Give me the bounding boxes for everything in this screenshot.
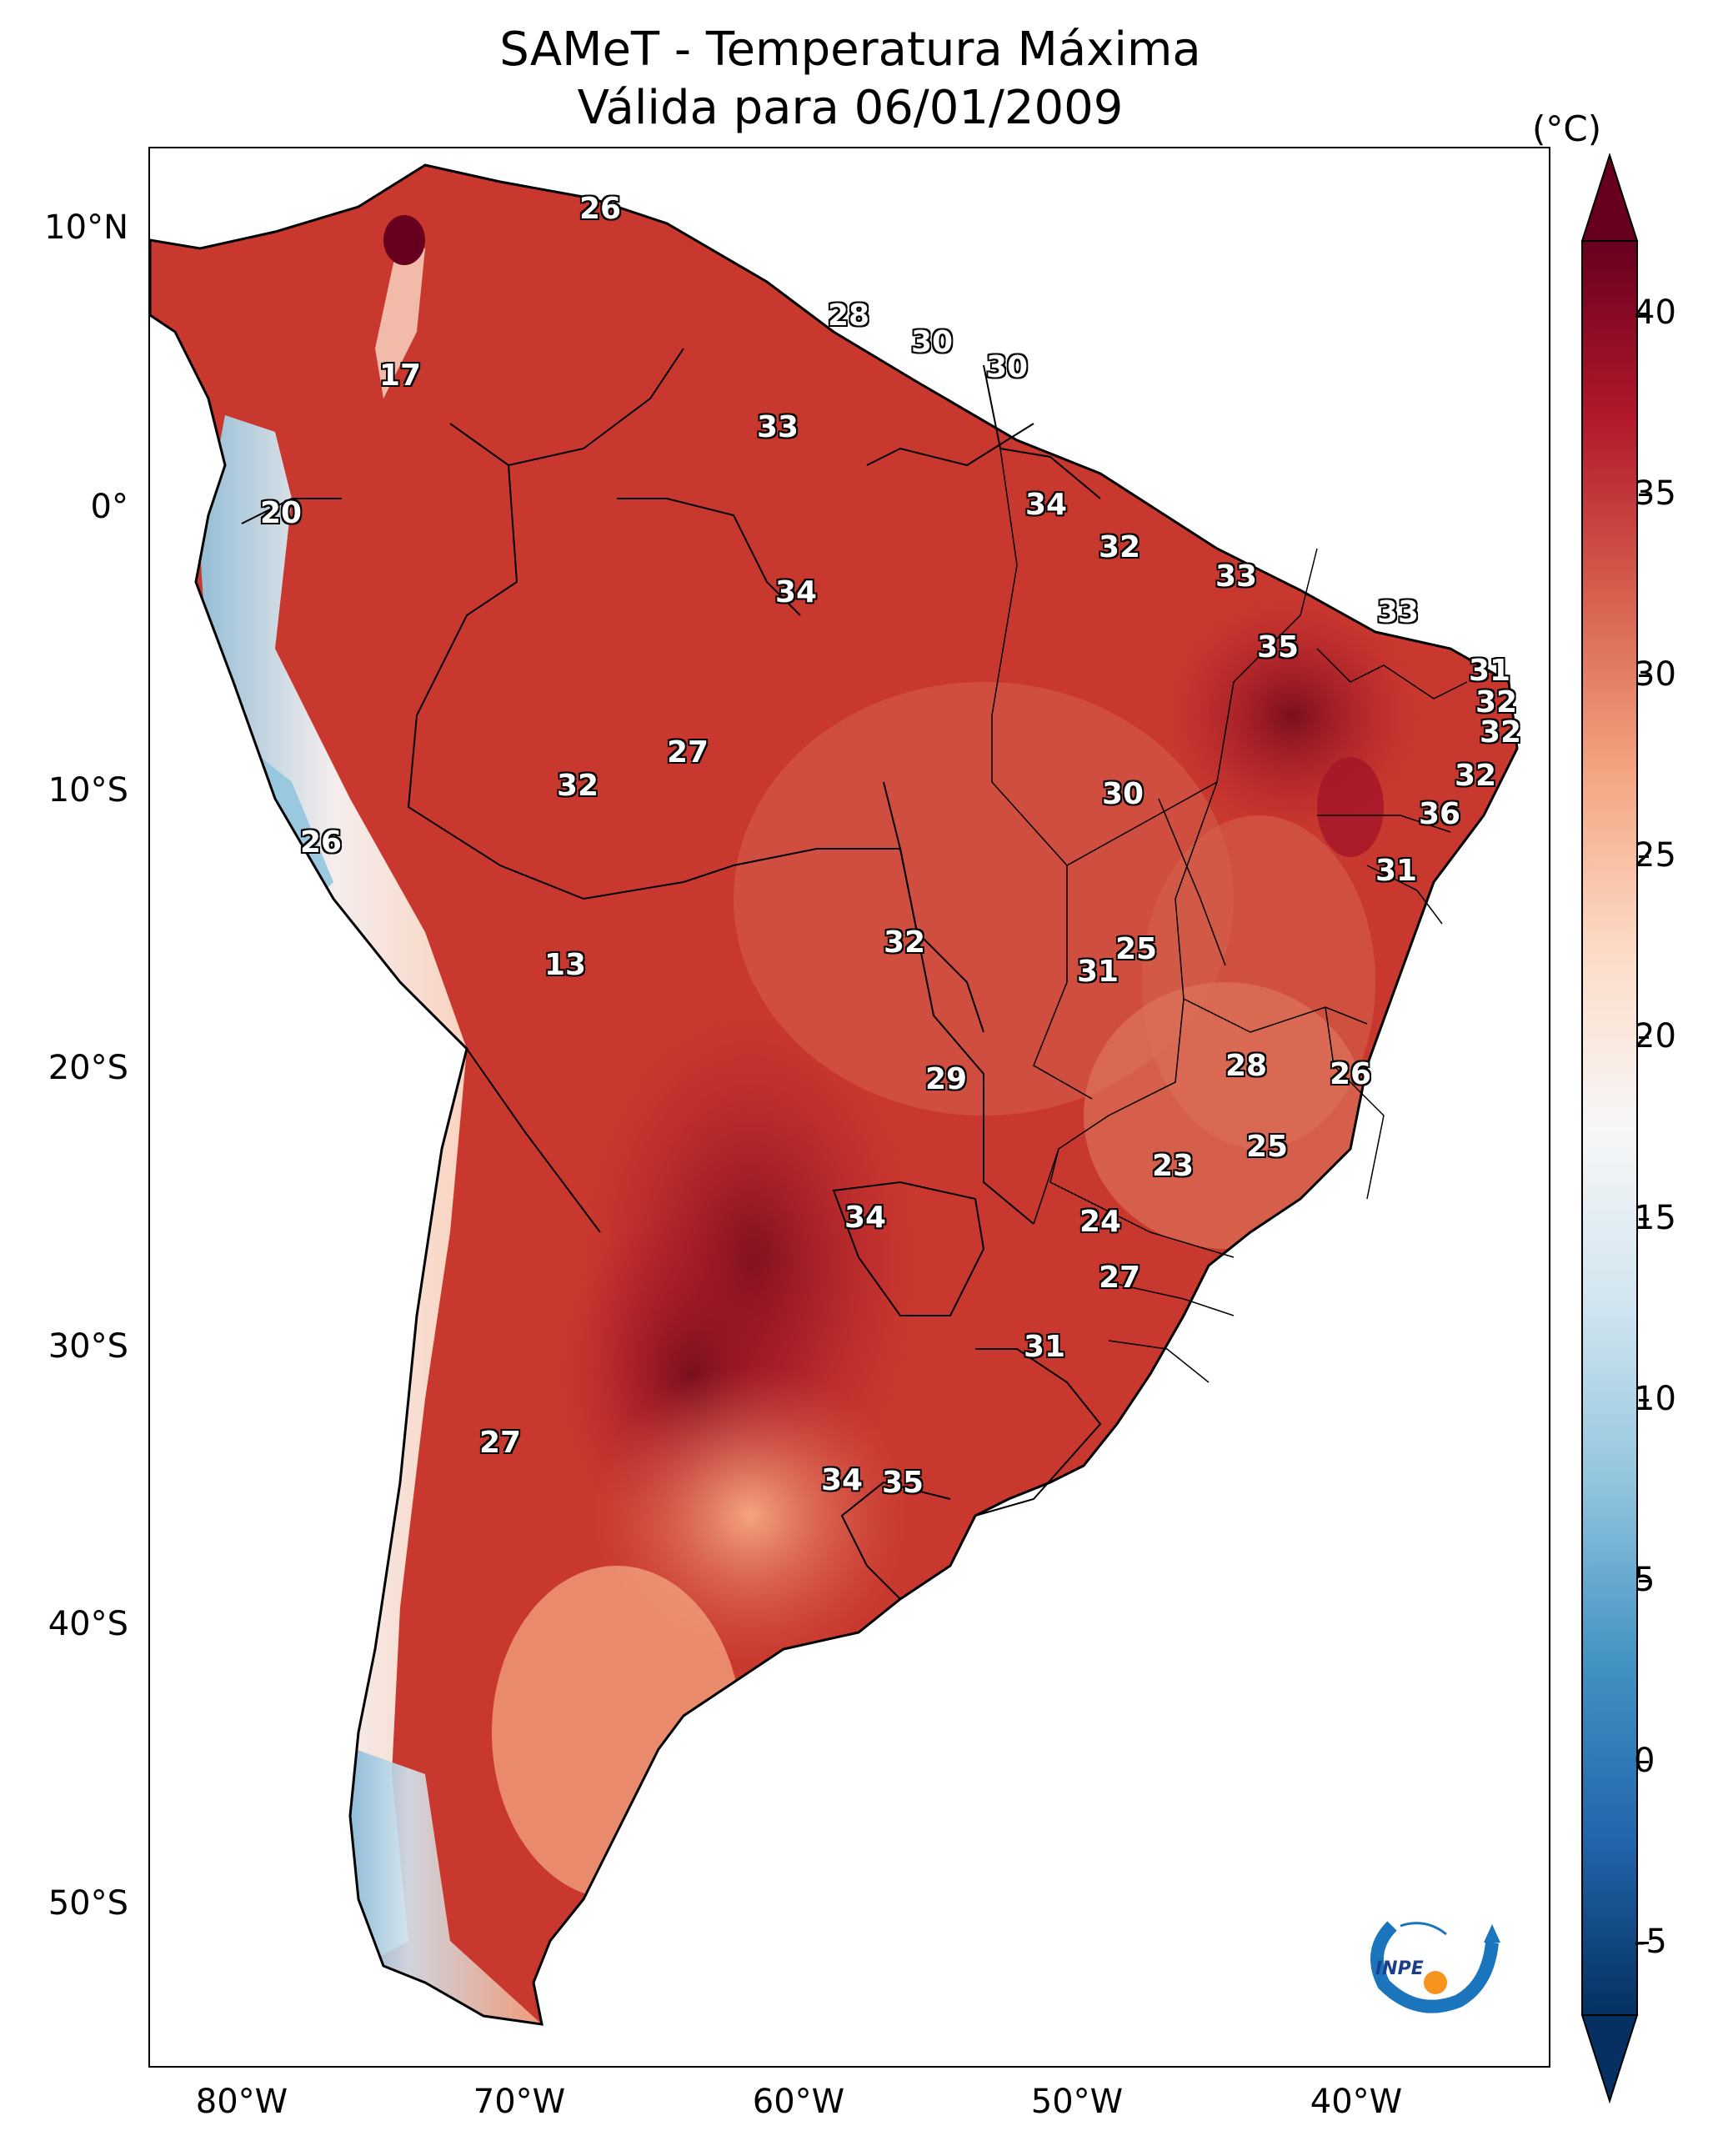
latitude-label: 10°N [44, 208, 128, 247]
contour-label: 32 [1475, 685, 1518, 720]
contour-label: 34 [775, 575, 818, 609]
contour-label: 29 [925, 1062, 968, 1096]
latitude-label: 30°S [48, 1327, 128, 1366]
colorbar-tick-label: 40 [1634, 293, 1676, 332]
colorbar-tick-mark [1639, 674, 1649, 678]
contour-label: 33 [757, 410, 799, 444]
colorbar-tick-mark [1639, 1942, 1649, 1945]
contour-label: 31 [1024, 1330, 1066, 1364]
colorbar-min-arrow [1580, 2014, 1639, 2104]
colorbar-tick-label: 20 [1634, 1017, 1676, 1056]
contour-label: 32 [884, 925, 926, 960]
latitude-label: 10°S [48, 771, 128, 810]
contour-label: 35 [882, 1466, 924, 1500]
map-title: SAMeT - Temperatura Máxima [499, 23, 1201, 77]
contour-label: 32 [1099, 530, 1141, 564]
contour-label: 13 [544, 948, 587, 982]
contour-label: 32 [557, 769, 599, 803]
contour-label: 24 [1079, 1205, 1122, 1239]
longitude-label: 70°W [473, 2083, 566, 2121]
contour-label: 34 [821, 1463, 864, 1497]
map-panel [148, 147, 1550, 2068]
contour-label: 17 [379, 358, 422, 393]
contour-label: 30 [911, 325, 954, 359]
contour-label: 30 [986, 350, 1029, 384]
contour-label: 30 [1102, 777, 1144, 811]
contour-label: 34 [844, 1201, 887, 1235]
contour-label: 33 [1215, 559, 1258, 594]
colorbar-tick-mark [1639, 855, 1649, 859]
contour-label: 31 [1077, 955, 1119, 989]
longitude-label: 40°W [1310, 2083, 1403, 2121]
colorbar-tick-mark [1639, 1398, 1649, 1401]
colorbar-tick-label: 25 [1634, 836, 1676, 875]
latitude-label: 20°S [48, 1049, 128, 1087]
contour-label: 27 [667, 735, 709, 770]
temperature-field [150, 165, 1517, 2024]
colorbar-tick-mark [1639, 1579, 1649, 1582]
contour-label: 23 [1152, 1149, 1195, 1183]
colorbar-tick-label: 0 [1634, 1742, 1655, 1780]
colorbar-tick-label: -5 [1634, 1923, 1667, 1962]
contour-label: 25 [1115, 932, 1158, 966]
colorbar-tick-label: 30 [1634, 655, 1676, 694]
contour-label: 28 [1225, 1049, 1268, 1083]
longitude-label: 50°W [1030, 2083, 1124, 2121]
colorbar-tick-mark [1639, 1761, 1649, 1763]
contour-label: 33 [1377, 595, 1420, 629]
contour-label: 32 [1455, 759, 1497, 793]
longitude-label: 80°W [195, 2083, 288, 2121]
contour-label: 27 [479, 1426, 522, 1460]
contour-label: 25 [1246, 1130, 1289, 1164]
colorbar-tick-label: 5 [1634, 1560, 1655, 1599]
colorbar-max-arrow [1580, 153, 1639, 242]
colorbar-unit: (°C) [1532, 108, 1602, 149]
colorbar-tick-label: 10 [1634, 1379, 1676, 1418]
latitude-label: 50°S [48, 1884, 128, 1923]
colorbar-tick-mark [1639, 312, 1649, 315]
colorbar [1580, 153, 1639, 2104]
colorbar-tick-label: 15 [1634, 1198, 1676, 1237]
colorbar-tick-label: 35 [1634, 474, 1676, 513]
contour-label: 26 [579, 192, 622, 226]
contour-label: 27 [1099, 1261, 1141, 1295]
contour-label: 31 [1469, 654, 1511, 688]
latitude-label: 40°S [48, 1605, 128, 1643]
contour-label: 32 [1480, 715, 1522, 750]
colorbar-tick-mark [1639, 1217, 1649, 1221]
contour-label: 35 [1257, 630, 1300, 664]
state-borders [991, 448, 1468, 1383]
contour-label: 26 [300, 825, 343, 860]
contour-label: 20 [260, 496, 303, 530]
logo-text: INPE [1375, 1958, 1424, 1979]
map-subtitle: Válida para 06/01/2009 [577, 81, 1124, 135]
inpe-logo: INPE [1370, 1921, 1500, 2013]
contour-label: 31 [1375, 854, 1418, 888]
colorbar-tick-mark [1639, 494, 1649, 496]
contour-label: 36 [1419, 797, 1461, 831]
latitude-label: 0° [90, 488, 128, 526]
contour-label: 34 [1025, 488, 1068, 522]
colorbar-tick-mark [1639, 1036, 1649, 1040]
longitude-label: 60°W [752, 2083, 845, 2121]
contour-label: 28 [828, 298, 870, 333]
contour-label: 26 [1330, 1057, 1372, 1091]
map-canvas [150, 163, 1519, 2026]
country-borders [241, 348, 1102, 1600]
